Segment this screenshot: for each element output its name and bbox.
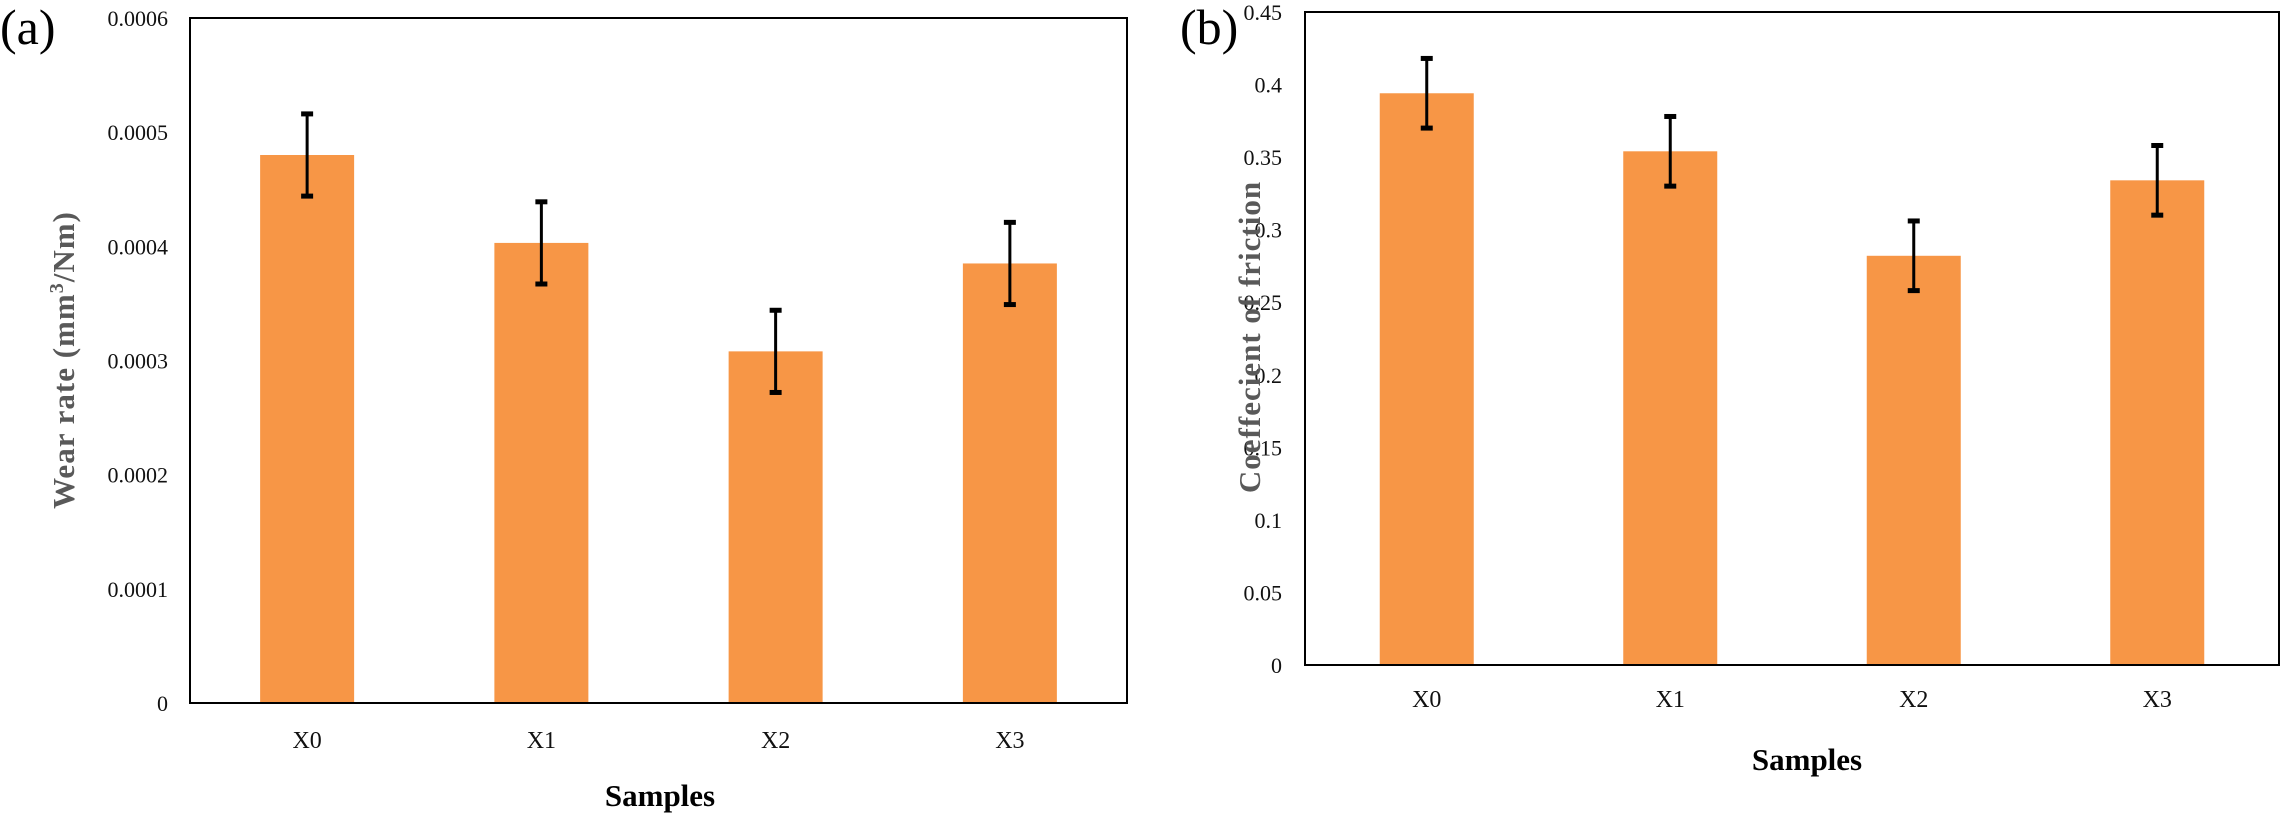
chart-a-bar-x2: [728, 351, 823, 703]
chart-a-error-bar-x1: [535, 199, 548, 287]
chart-b-error-bar-x2: [1907, 218, 1920, 294]
chart-b-y-tick-label: 0.15: [1244, 435, 1283, 460]
chart-a-y-tick-label: 0.0005: [108, 120, 169, 145]
chart-a-error-bar-x2: [769, 307, 782, 395]
chart-b-y-tick-label: 0.3: [1255, 218, 1283, 243]
chart-a-y-tick-label: 0.0002: [108, 463, 169, 488]
chart-a-plot-frame: [189, 17, 1128, 704]
chart-a-y-tick-label: 0.0004: [108, 234, 169, 259]
panel-label-a: (a): [0, 0, 56, 55]
chart-b-x-tick-label: X2: [1899, 687, 1928, 713]
chart-b-y-tick-label: 0.2: [1255, 363, 1283, 388]
chart-b-y-tick-label: 0.1: [1255, 508, 1283, 533]
chart-a-x-tick-label: X2: [761, 728, 790, 754]
chart-b-y-tick-label: 0.05: [1244, 580, 1283, 605]
chart-b-x-tick-label: X0: [1412, 687, 1441, 713]
chart-a-y-tick-label: 0.0001: [108, 577, 169, 602]
chart-a-y-tick-label: 0.0003: [108, 349, 169, 374]
chart-b-error-bar-x0: [1420, 55, 1433, 131]
chart-b-y-tick-label: 0.25: [1244, 290, 1283, 315]
chart-a: (a) 0 0.0001 0.0002 0.0003 0.0004 0.0005 0.000…: [0, 0, 1128, 813]
chart-b-y-tick-label: 0.45: [1244, 0, 1283, 25]
chart-a-error-bar-x0: [301, 111, 314, 199]
chart-b-y-tick-label: 0: [1271, 653, 1282, 678]
panel-label-b: (b): [1180, 0, 1238, 55]
chart-b-bar-x3: [2110, 180, 2205, 665]
chart-b-x-tick-label: X1: [1656, 687, 1685, 713]
chart-b-bar-x0: [1379, 93, 1474, 666]
chart-b-y-axis-title: Coeffecient of friction: [1232, 181, 1267, 493]
chart-a-bar-x0: [260, 155, 355, 703]
chart-b-bar-x2: [1866, 255, 1961, 665]
chart-a-x-axis-title: Samples: [605, 778, 715, 813]
chart-a-y-tick-label: 0.0006: [108, 6, 169, 31]
chart-b-error-bar-x3: [2151, 143, 2164, 218]
chart-a-y-tick-label: 0: [157, 691, 168, 716]
chart-b-x-tick-label: X3: [2143, 687, 2172, 713]
chart-a-error-bar-x3: [1003, 219, 1016, 308]
chart-a-x-tick-label: X1: [527, 728, 556, 754]
chart-b-error-bar-x1: [1664, 113, 1677, 189]
chart-a-y-axis-title: Wear rate (mm3/Nm): [46, 211, 81, 509]
chart-a-x-tick-label: X0: [292, 728, 321, 754]
chart-b-y-tick-label: 0.4: [1255, 73, 1283, 98]
chart-a-x-tick-label: X3: [995, 728, 1024, 754]
chart-a-bar-x3: [962, 263, 1057, 703]
chart-b-bar-x1: [1623, 151, 1718, 666]
chart-b-x-axis-title: Samples: [1752, 742, 1862, 777]
chart-b-y-tick-label: 0.35: [1244, 145, 1283, 170]
chart-b-plot-frame: [1304, 11, 2280, 666]
chart-a-bar-x1: [494, 242, 589, 704]
chart-b: (b) 0 0.05 0.1 0.15 0.2 0.25 0.3 0.35 0.4 0.45 X0…: [1180, 0, 2280, 777]
